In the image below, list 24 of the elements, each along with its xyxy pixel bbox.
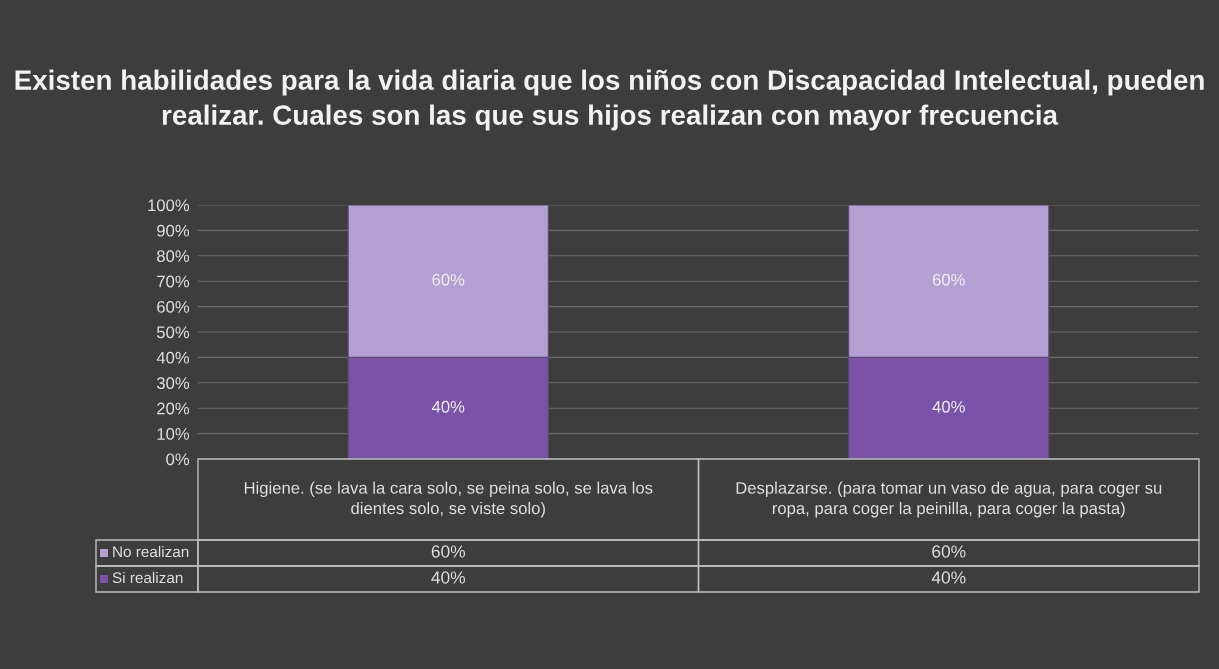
y-tick-label: 30%: [156, 377, 190, 389]
x-tick-label: Higiene. (se lava la cara solo, se peina solo, se lava los dientes solo, se viste solo): [244, 481, 653, 518]
chart-title: Existen habilidades para la vida diaria que los niños con Discapacidad Intelectual, pueden realizar. Cuales son las que sus hijos realizan con mayor frecuencia: [15, 69, 1204, 131]
data-label: 60%: [431, 545, 466, 558]
y-tick-label: 80%: [157, 250, 190, 262]
y-tick-label: 60%: [157, 301, 190, 313]
y-tick-label: 0%: [166, 453, 190, 466]
legend-label: No realizan: [113, 545, 189, 558]
y-tick-label: 70%: [157, 275, 190, 288]
y-tick-label: 90%: [157, 224, 190, 237]
y-tick-label: 10%: [157, 428, 190, 440]
text: 40%: [431, 400, 465, 413]
text: 60%: [932, 273, 965, 286]
text: 40%: [932, 400, 965, 413]
y-tick-label: 50%: [156, 326, 190, 339]
y-tick-label: 20%: [157, 402, 190, 415]
x-tick-label: Desplazarse. (para tomar un vaso de agua, para coger su ropa, para coger la peinilla, para coger la pasta): [736, 481, 1162, 518]
data-label: 60%: [932, 545, 966, 558]
legend-label: Si realizan: [112, 571, 183, 584]
text: 60%: [432, 273, 465, 286]
y-tick-label: 100%: [148, 199, 190, 212]
data-label: 40%: [931, 571, 966, 584]
data-label: 40%: [431, 571, 466, 584]
y-tick-label: 40%: [156, 351, 190, 364]
